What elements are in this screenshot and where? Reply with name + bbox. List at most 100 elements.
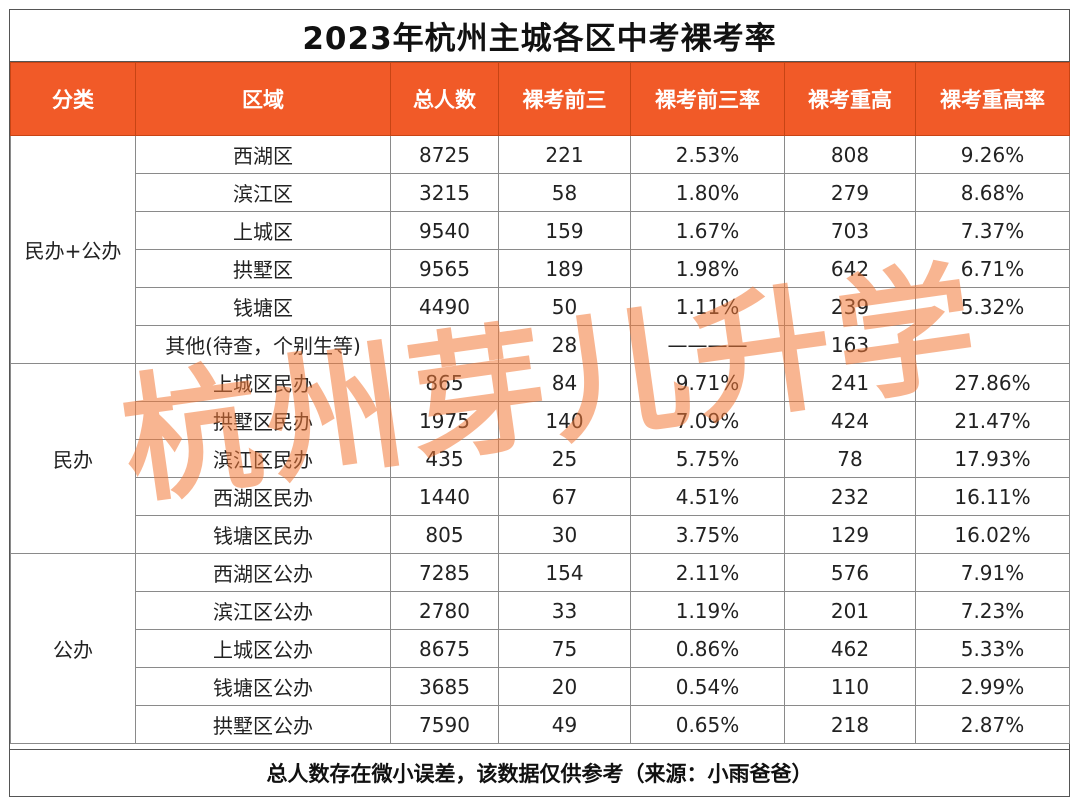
value-cell: 0.65% — [630, 705, 785, 744]
value-cell: 8.68% — [915, 173, 1070, 212]
value-cell: 17.93% — [915, 439, 1070, 478]
column-header: 分类 — [10, 62, 136, 136]
value-cell: 218 — [784, 705, 916, 744]
district-cell: 西湖区公办 — [135, 553, 391, 592]
value-cell: 435 — [390, 439, 499, 478]
district-cell: 西湖区民办 — [135, 477, 391, 516]
value-cell: 78 — [784, 439, 916, 478]
value-cell: 50 — [498, 287, 631, 326]
table-row: 钱塘区 4490 50 1.11% 239 5.32% — [11, 287, 1070, 326]
value-cell: 5.75% — [630, 439, 785, 478]
value-cell: 7590 — [390, 705, 499, 744]
value-cell: 279 — [784, 173, 916, 212]
value-cell: 16.11% — [915, 477, 1070, 516]
value-cell: 7285 — [390, 553, 499, 592]
value-cell: 808 — [784, 135, 916, 174]
value-cell: 4.51% — [630, 477, 785, 516]
stats-table: 分类 区域 总人数 裸考前三 裸考前三率 裸考重高 裸考重高率 民办+公办 西湖区… — [10, 62, 1070, 744]
table-row: 公办 西湖区公办 7285 154 2.11% 576 7.91% — [10, 553, 1070, 744]
value-cell: 7.91% — [915, 553, 1070, 592]
value-cell: 2.11% — [630, 553, 785, 592]
district-cell: 其他(待查，个别生等) — [135, 325, 391, 364]
category-cell: 民办+公办 — [10, 135, 136, 364]
value-cell: 239 — [784, 287, 916, 326]
district-cell: 滨江区公办 — [135, 591, 391, 630]
value-cell: 9.71% — [630, 363, 785, 402]
district-cell: 钱塘区 — [135, 287, 391, 326]
value-cell: 84 — [498, 363, 631, 402]
district-cell: 上城区公办 — [135, 629, 391, 668]
value-cell: 163 — [784, 325, 916, 364]
value-cell: 642 — [784, 249, 916, 288]
value-cell: 8725 — [390, 135, 499, 174]
table-row: 滨江区民办 435 25 5.75% 78 17.93% — [11, 439, 1070, 478]
value-cell: 4490 — [390, 287, 499, 326]
page-title: 2023年杭州主城各区中考裸考率 — [10, 10, 1069, 62]
column-header: 裸考前三 — [498, 62, 631, 136]
value-cell: 576 — [784, 553, 916, 592]
category-cell: 公办 — [10, 553, 136, 744]
value-cell: 424 — [784, 401, 916, 440]
column-header: 裸考重高 — [784, 62, 916, 136]
district-cell: 滨江区 — [135, 173, 391, 212]
value-cell: 805 — [390, 515, 499, 554]
table-row: 其他(待查，个别生等) 28 ———— 163 — [11, 325, 1070, 364]
value-cell: 21.47% — [915, 401, 1070, 440]
column-header: 裸考前三率 — [630, 62, 785, 136]
table-row: 民办+公办 西湖区 8725 221 2.53% 808 9.26% — [10, 135, 1070, 364]
value-cell: 16.02% — [915, 515, 1070, 554]
district-cell: 钱塘区民办 — [135, 515, 391, 554]
value-cell: 5.32% — [915, 287, 1070, 326]
value-cell: 75 — [498, 629, 631, 668]
value-cell: ———— — [630, 325, 785, 364]
value-cell: 67 — [498, 477, 631, 516]
district-cell: 拱墅区 — [135, 249, 391, 288]
value-cell: 159 — [498, 211, 631, 250]
category-cell: 民办 — [10, 363, 136, 554]
value-cell: 865 — [390, 363, 499, 402]
value-cell: 28 — [498, 325, 631, 364]
district-cell: 上城区 — [135, 211, 391, 250]
value-cell: 27.86% — [915, 363, 1070, 402]
value-cell — [390, 325, 499, 364]
table-row: 滨江区公办 2780 33 1.19% 201 7.23% — [11, 591, 1070, 630]
value-cell: 1.67% — [630, 211, 785, 250]
value-cell: 0.86% — [630, 629, 785, 668]
value-cell: 8675 — [390, 629, 499, 668]
value-cell: 9540 — [390, 211, 499, 250]
value-cell: 3.75% — [630, 515, 785, 554]
value-cell: 221 — [498, 135, 631, 174]
table-row: 拱墅区民办 1975 140 7.09% 424 21.47% — [11, 401, 1070, 440]
value-cell: 25 — [498, 439, 631, 478]
value-cell: 5.33% — [915, 629, 1070, 668]
value-cell: 2.99% — [915, 667, 1070, 706]
value-cell: 2.87% — [915, 705, 1070, 744]
value-cell: 232 — [784, 477, 916, 516]
header-row: 分类 区域 总人数 裸考前三 裸考前三率 裸考重高 裸考重高率 — [10, 62, 1070, 136]
value-cell: 6.71% — [915, 249, 1070, 288]
table-row: 上城区 9540 159 1.67% 703 7.37% — [11, 211, 1070, 250]
value-cell: 154 — [498, 553, 631, 592]
district-cell: 拱墅区公办 — [135, 705, 391, 744]
table-frame — [9, 9, 1070, 797]
value-cell: 58 — [498, 173, 631, 212]
value-cell: 7.23% — [915, 591, 1070, 630]
value-cell: 140 — [498, 401, 631, 440]
value-cell: 7.09% — [630, 401, 785, 440]
table-row: 滨江区 3215 58 1.80% 279 8.68% — [11, 173, 1070, 212]
value-cell: 129 — [784, 515, 916, 554]
value-cell: 1.80% — [630, 173, 785, 212]
value-cell: 189 — [498, 249, 631, 288]
value-cell: 1.98% — [630, 249, 785, 288]
value-cell — [915, 325, 1070, 364]
value-cell: 7.37% — [915, 211, 1070, 250]
column-header: 裸考重高率 — [915, 62, 1070, 136]
footer-note: 总人数存在微小误差，该数据仅供参考（来源：小雨爸爸） — [10, 749, 1069, 796]
district-cell: 滨江区民办 — [135, 439, 391, 478]
table-row: 钱塘区民办 805 30 3.75% 129 16.02% — [11, 515, 1070, 554]
value-cell: 703 — [784, 211, 916, 250]
value-cell: 1.11% — [630, 287, 785, 326]
value-cell: 0.54% — [630, 667, 785, 706]
table-row: 上城区公办 8675 75 0.86% 462 5.33% — [11, 629, 1070, 668]
value-cell: 1975 — [390, 401, 499, 440]
